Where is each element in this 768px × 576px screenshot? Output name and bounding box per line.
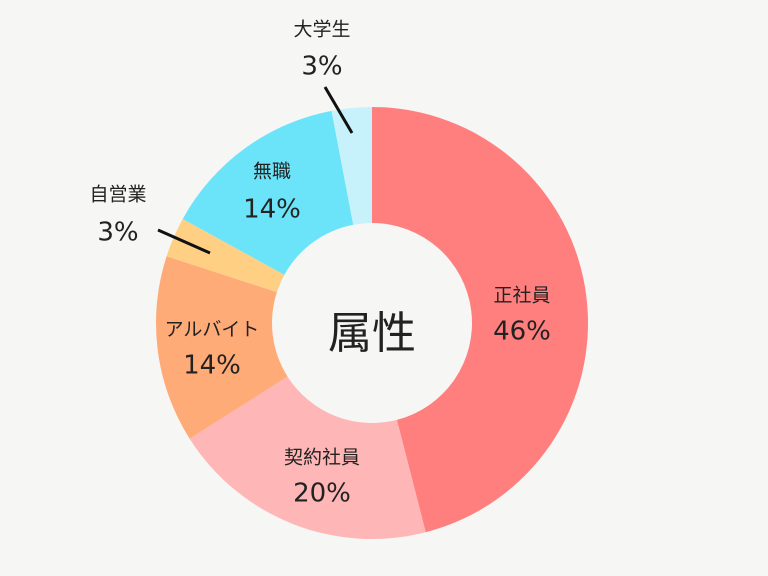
slice-value-daigakusei: 3% <box>301 52 342 82</box>
slice-value-jieigyo: 3% <box>97 218 138 248</box>
slice-label-keiyaku-shain: 契約社員 <box>284 447 360 469</box>
slice-value-arubaito: 14% <box>183 351 241 381</box>
slice-jieigyo <box>166 218 285 293</box>
slice-seishain <box>372 107 589 533</box>
slice-mushoku <box>182 110 354 275</box>
leader-line-daigakusei <box>323 86 354 134</box>
slice-daigakusei <box>331 107 372 225</box>
slice-value-seishain: 46% <box>493 317 551 347</box>
slice-keiyaku-shain <box>189 376 426 539</box>
slice-label-arubaito: アルバイト <box>165 319 260 341</box>
slice-arubaito <box>156 256 288 439</box>
slice-label-seishain: 正社員 <box>493 285 550 307</box>
donut-slices <box>156 107 589 539</box>
slice-value-keiyaku-shain: 20% <box>293 479 351 509</box>
chart-title: 属性 <box>328 308 416 359</box>
slice-label-jieigyo: 自営業 <box>89 184 146 206</box>
slice-label-daigakusei: 大学生 <box>293 19 350 41</box>
slice-value-mushoku: 14% <box>243 195 301 225</box>
leader-line-jieigyo <box>157 228 211 255</box>
leader-lines <box>157 86 354 255</box>
slice-labels: 正社員 46% 契約社員 20% アルバイト 14% 自営業 3% 無職 14% 大学生 3% <box>89 19 550 509</box>
slice-label-mushoku: 無職 <box>253 161 291 183</box>
